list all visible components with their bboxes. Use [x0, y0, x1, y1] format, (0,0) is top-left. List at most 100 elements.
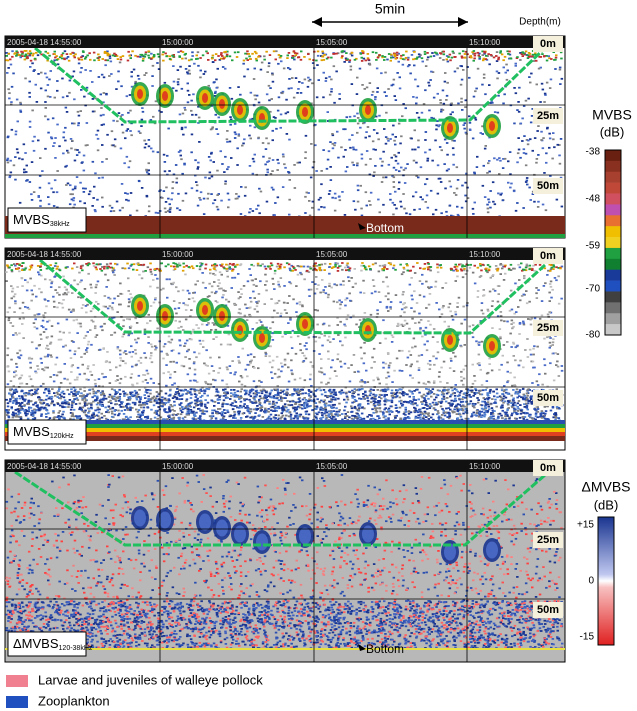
echo-speck	[318, 79, 321, 81]
echo-speck	[471, 391, 474, 393]
echo-speck	[429, 149, 432, 151]
echo-speck	[184, 274, 187, 276]
echo-speck	[222, 290, 225, 292]
echo-speck	[141, 107, 144, 109]
echo-speck	[306, 406, 309, 408]
echo-speck	[549, 300, 552, 302]
echo-speck	[425, 404, 428, 406]
echo-speck	[390, 57, 393, 59]
echo-speck	[429, 324, 432, 326]
echo-speck	[482, 54, 485, 56]
echo-speck	[472, 208, 475, 210]
echo-speck	[378, 115, 381, 117]
echo-speck	[560, 298, 563, 300]
echo-speck	[537, 384, 540, 386]
echo-speck	[412, 96, 415, 98]
echo-speck	[122, 360, 125, 362]
echo-speck	[331, 133, 334, 135]
echo-speck	[142, 111, 145, 113]
echo-speck	[460, 98, 463, 100]
echo-speck	[304, 345, 307, 347]
echo-speck	[319, 409, 322, 411]
echo-speck	[503, 279, 506, 281]
echo-speck	[509, 333, 512, 335]
echo-speck	[271, 170, 274, 172]
echo-speck	[151, 273, 154, 275]
echo-speck	[335, 53, 338, 55]
echo-speck	[283, 163, 286, 165]
echo-speck	[195, 181, 198, 183]
echo-speck	[115, 366, 118, 368]
echo-speck	[526, 184, 529, 186]
echo-speck	[111, 309, 114, 311]
echo-speck	[387, 372, 390, 374]
echo-speck	[96, 334, 99, 336]
echo-speck	[112, 302, 115, 304]
echo-speck	[8, 53, 11, 55]
echo-speck	[448, 306, 451, 308]
echo-speck	[150, 401, 153, 403]
echo-speck	[277, 376, 280, 378]
echo-speck	[497, 59, 500, 61]
echo-speck	[177, 51, 180, 53]
echo-speck	[132, 351, 135, 353]
echo-speck	[7, 412, 10, 414]
echo-speck	[123, 319, 126, 321]
echo-speck	[269, 87, 272, 89]
echo-speck	[229, 372, 232, 374]
echo-speck	[155, 347, 158, 349]
echo-speck	[94, 415, 97, 417]
echo-speck	[177, 81, 180, 83]
echo-speck	[349, 381, 352, 383]
echo-speck	[399, 397, 402, 399]
echo-speck	[10, 359, 13, 361]
echo-speck	[438, 309, 441, 311]
echo-speck	[522, 418, 525, 420]
echo-speck	[71, 404, 74, 406]
echo-speck	[518, 279, 521, 281]
echo-speck	[113, 274, 116, 276]
echo-speck	[6, 159, 9, 161]
echo-speck	[378, 396, 381, 398]
echo-speck	[23, 143, 26, 145]
echo-speck	[101, 373, 104, 375]
echo-speck	[142, 410, 145, 412]
echo-speck	[374, 291, 377, 293]
echo-speck	[314, 283, 317, 285]
echo-speck	[6, 354, 8, 356]
echo-speck	[488, 363, 491, 365]
echo-speck	[190, 339, 193, 341]
echo-speck	[270, 298, 273, 300]
echo-speck	[446, 142, 449, 144]
echo-speck	[491, 305, 494, 307]
echo-speck	[182, 200, 185, 202]
echo-speck	[108, 411, 111, 413]
echo-speck	[328, 283, 331, 285]
echo-speck	[410, 138, 413, 140]
echo-speck	[548, 147, 551, 149]
echo-speck	[513, 377, 516, 379]
echo-speck	[56, 170, 59, 172]
echo-speck	[145, 389, 148, 391]
echo-speck	[71, 406, 74, 408]
echo-speck	[21, 285, 24, 287]
echo-speck	[426, 195, 429, 197]
echo-speck	[120, 85, 123, 87]
echo-speck	[338, 98, 341, 100]
label-base: MVBS	[13, 212, 50, 227]
echo-speck	[404, 320, 407, 322]
echo-speck	[250, 301, 253, 303]
echo-speck	[231, 277, 234, 279]
echo-speck	[208, 177, 211, 179]
echo-speck	[175, 90, 178, 92]
echo-speck	[446, 95, 449, 97]
echo-speck	[84, 288, 87, 290]
echo-speck	[513, 190, 516, 192]
echo-speck	[109, 361, 112, 363]
echo-speck	[444, 81, 447, 83]
echo-speck	[216, 170, 219, 172]
echo-speck	[188, 94, 191, 96]
echo-speck	[415, 162, 418, 164]
echo-speck	[201, 324, 204, 326]
echo-speck	[90, 287, 93, 289]
